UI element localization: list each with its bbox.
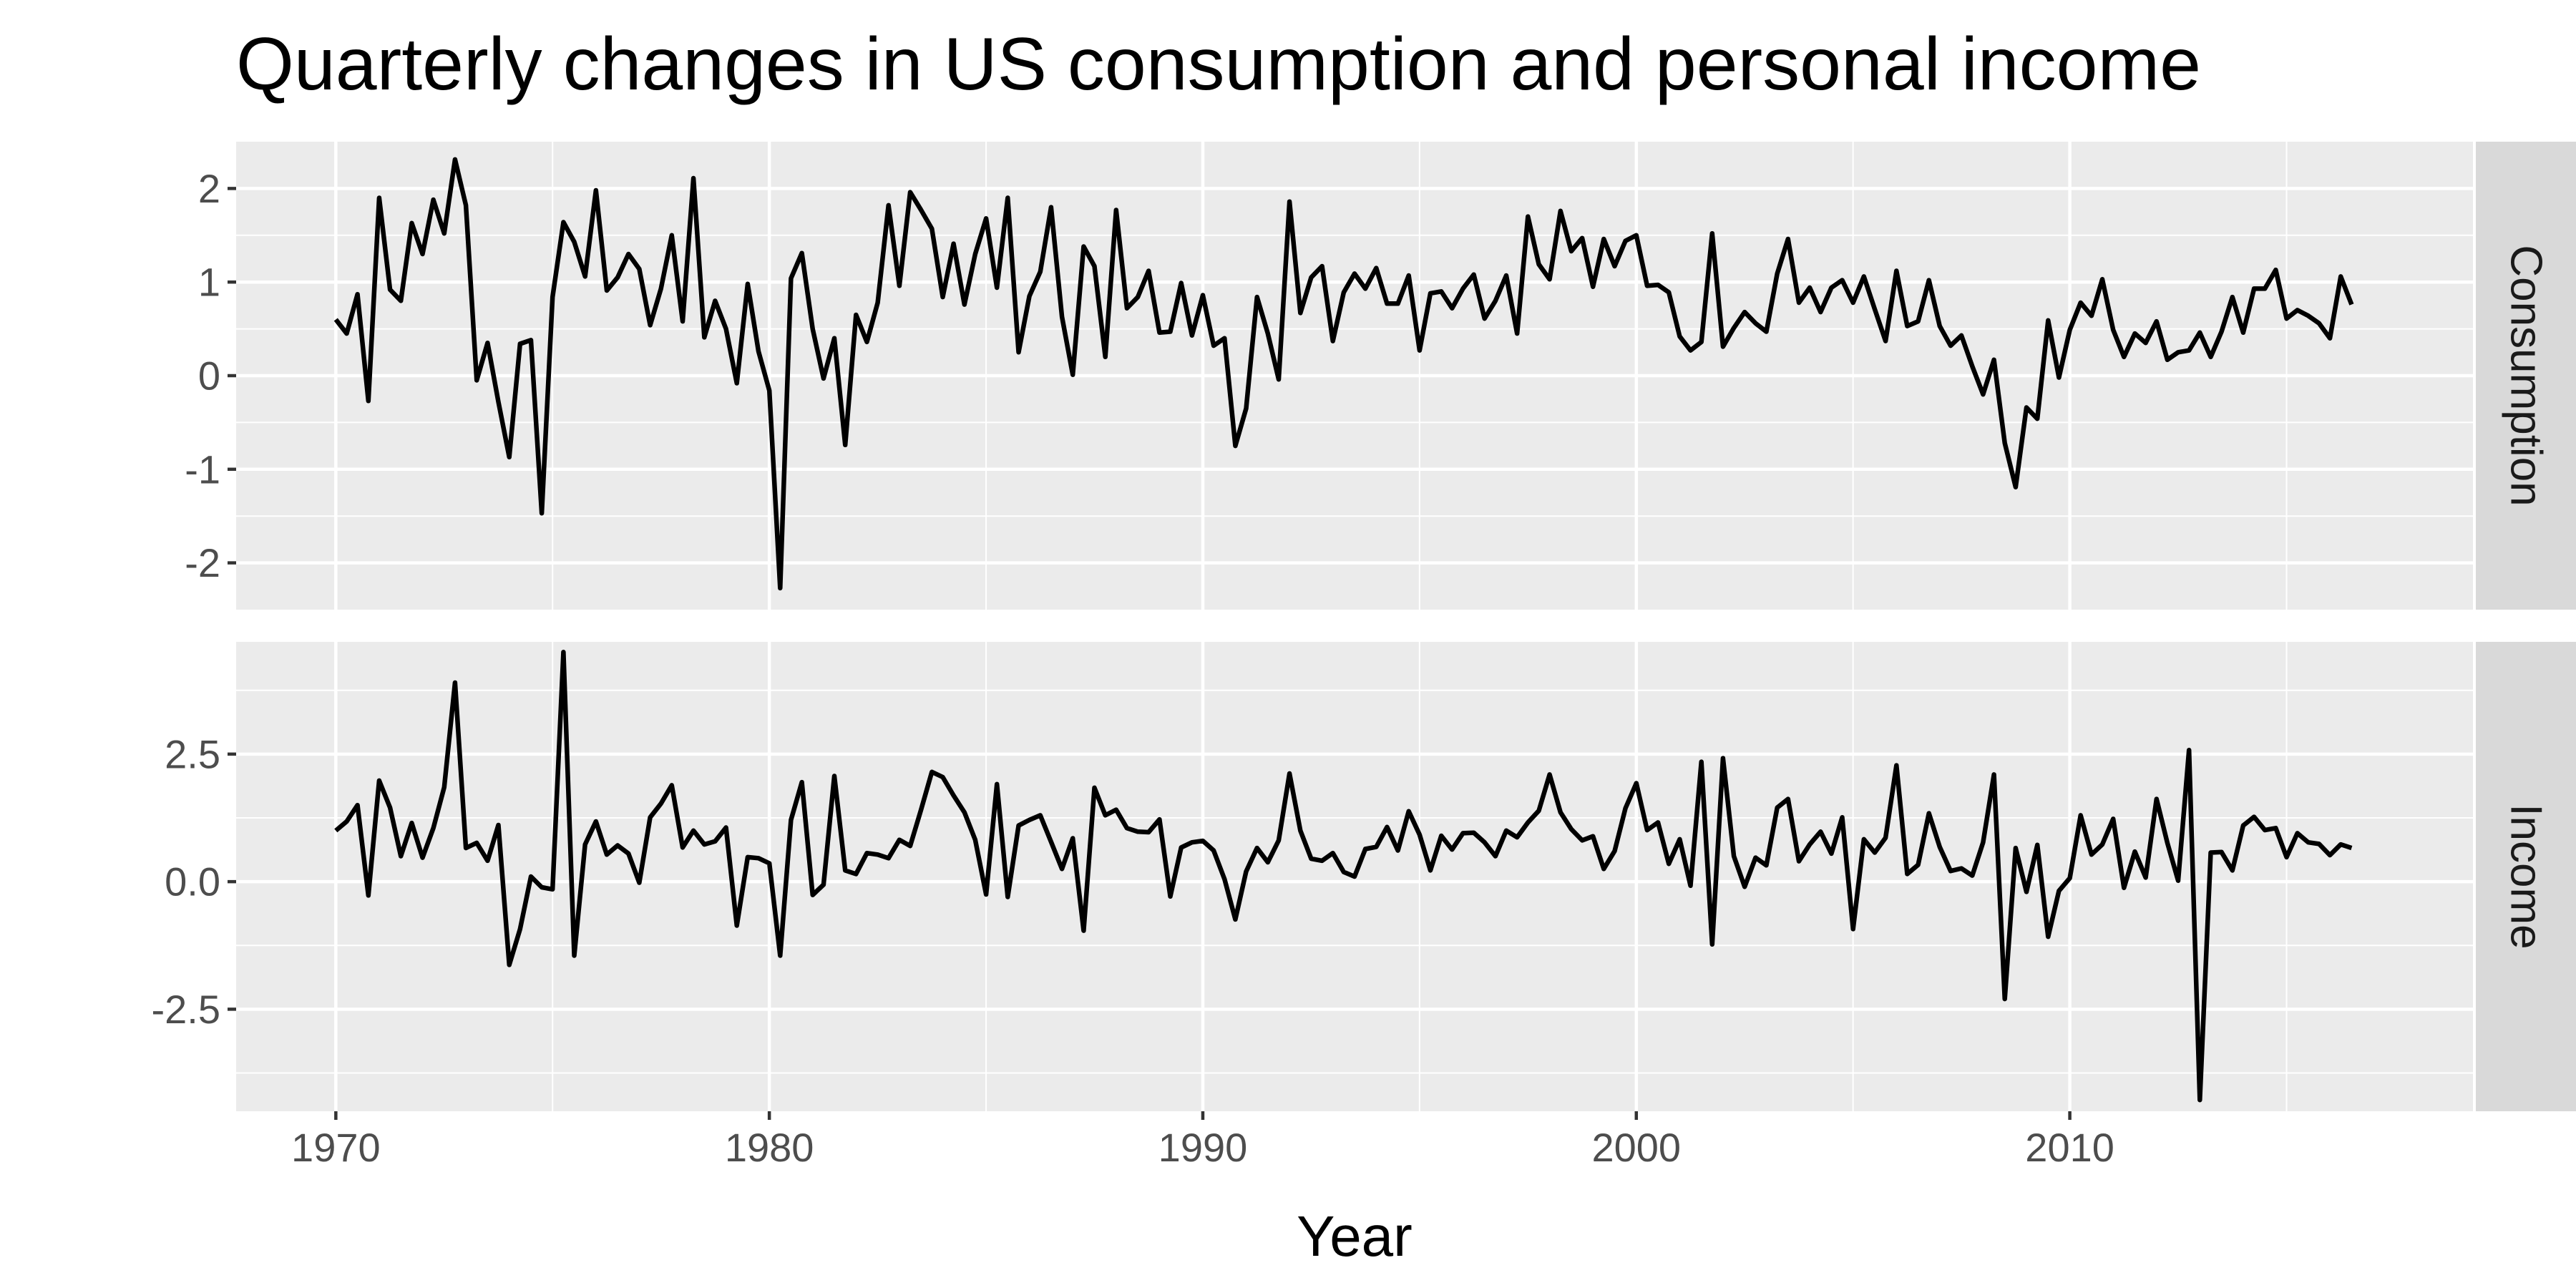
y-tick-label: -1 (185, 447, 220, 492)
panel-gridlines (236, 142, 2473, 610)
x-tick-label: 1970 (291, 1125, 381, 1170)
x-tick-label: 1990 (1158, 1125, 1248, 1170)
y-tick-label: 2.5 (165, 731, 220, 776)
panel-consumption: -2 -1 0 1 2 Consumption (185, 142, 2576, 610)
facet-strip-label-income: Income (2502, 804, 2551, 949)
x-axis-title: Year (1297, 1204, 1413, 1268)
y-tick-label: 2 (198, 166, 220, 211)
y-tick-label: 1 (198, 260, 220, 305)
y-axis-income: -2.5 0.0 2.5 (152, 731, 236, 1032)
y-tick-label: -2 (185, 540, 220, 585)
panel-income: -2.5 0.0 2.5 Income (152, 642, 2576, 1111)
y-tick-label: 0.0 (165, 859, 220, 904)
facet-strip-background (2476, 642, 2576, 1111)
facet-strip-label-consumption: Consumption (2502, 245, 2551, 506)
y-tick-label: 0 (198, 353, 220, 399)
income-series-line (334, 650, 2353, 1103)
x-tick-label: 2000 (1591, 1125, 1681, 1170)
y-axis-consumption: -2 -1 0 1 2 (185, 166, 236, 585)
x-axis: 1970 1980 1990 2000 2010 (291, 1111, 2114, 1170)
facet-strip-background (2476, 142, 2576, 610)
x-tick-label: 2010 (2025, 1125, 2114, 1170)
chart-title: Quarterly changes in US consumption and … (236, 23, 2201, 106)
y-tick-label: -2.5 (152, 987, 221, 1032)
x-tick-label: 1980 (725, 1125, 814, 1170)
consumption-series-line (333, 157, 2354, 591)
